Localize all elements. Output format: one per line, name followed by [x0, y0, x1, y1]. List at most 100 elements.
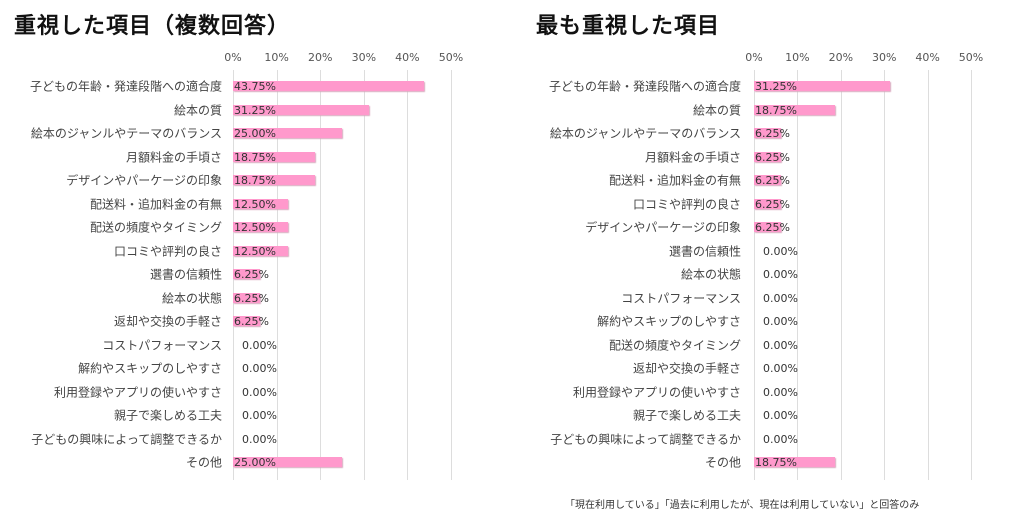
bar: [233, 151, 315, 162]
data-label: 6.25%: [755, 221, 790, 235]
category-label: 親子で楽しめる工夫: [113, 408, 222, 423]
category-label: デザインやパーケージの印象: [66, 173, 222, 188]
category-label: 月額料金の手頃さ: [125, 150, 222, 164]
data-label: 0.00%: [763, 338, 798, 352]
category-label: その他: [704, 455, 741, 470]
data-label: 12.50%: [234, 221, 276, 235]
data-label: 0.00%: [763, 362, 798, 376]
category-label: 絵本の質: [173, 103, 222, 117]
category-label: 絵本の状態: [680, 267, 741, 282]
category-label: 月額料金の手頃さ: [644, 150, 741, 164]
gridline: [754, 70, 755, 480]
data-label: 0.00%: [763, 385, 798, 399]
x-tick-label: 10%: [264, 51, 289, 64]
x-tick-label: 40%: [915, 51, 940, 64]
category-label: 配送の頻度やタイミング: [608, 338, 741, 352]
data-label: 0.00%: [763, 409, 798, 423]
bar: [754, 198, 782, 209]
category-label: 返却や交換の手軽さ: [632, 361, 741, 376]
bar: [754, 81, 890, 91]
data-label: 25.00%: [234, 456, 276, 470]
bar: [233, 245, 288, 256]
category-label: 口コミや評判の良さ: [632, 197, 741, 211]
category-label: 選書の信頼性: [149, 267, 222, 282]
x-tick-label: 0%: [224, 51, 242, 64]
x-tick-label: 20%: [828, 51, 854, 64]
bar: [233, 128, 342, 138]
data-label: 0.00%: [242, 338, 277, 352]
category-label: 利用登録やアプリの使いやすさ: [53, 385, 222, 399]
category-label: 利用登録やアプリの使いやすさ: [572, 385, 741, 399]
gridline: [971, 70, 972, 480]
category-label: デザインやパーケージの印象: [585, 220, 741, 235]
category-label: その他: [185, 455, 222, 470]
gridline: [451, 70, 452, 480]
bar: [754, 175, 782, 185]
gridline: [927, 70, 929, 480]
x-tick-label: 10%: [785, 51, 810, 64]
chart-title-right: 最も重視した項目: [536, 14, 721, 39]
data-label: 0.00%: [763, 432, 798, 446]
x-tick-label: 50%: [958, 51, 984, 64]
data-label: 0.00%: [763, 315, 798, 329]
gridline: [884, 70, 886, 480]
gridline: [407, 70, 409, 480]
data-label: 6.25%: [755, 197, 790, 211]
chart-title-left: 重視した項目（複数回答）: [14, 14, 291, 39]
category-label: 口コミや評判の良さ: [113, 244, 222, 258]
bar: [754, 104, 836, 115]
bar: [233, 292, 261, 303]
data-label: 0.00%: [242, 385, 277, 399]
data-label: 0.00%: [763, 244, 798, 258]
footnote: 「現在利用している」「過去に利用したが、現在は利用していない」と回答のみ: [565, 500, 920, 511]
bar: [233, 457, 342, 467]
bar: [233, 198, 288, 209]
category-label: コストパフォーマンス: [102, 338, 222, 352]
x-tick-label: 20%: [307, 51, 333, 64]
category-label: 絵本の状態: [161, 291, 222, 305]
gridline: [797, 70, 799, 480]
data-label: 0.00%: [242, 362, 277, 376]
data-label: 31.25%: [755, 80, 797, 94]
category-label: 絵本のジャンルやテーマのバランス: [30, 126, 222, 141]
data-label: 6.25%: [755, 150, 790, 164]
data-label: 12.50%: [234, 197, 276, 211]
data-label: 43.75%: [234, 80, 276, 94]
data-label: 18.75%: [755, 103, 797, 117]
bar: [754, 457, 836, 467]
data-label: 6.25%: [755, 174, 790, 188]
data-label: 31.25%: [234, 103, 276, 117]
category-label: 配送の頻度やタイミング: [89, 220, 222, 235]
data-label: 6.25%: [234, 315, 269, 329]
x-tick-label: 40%: [395, 51, 420, 64]
category-label: 親子で楽しめる工夫: [632, 408, 741, 423]
x-tick-label: 50%: [438, 51, 464, 64]
data-label: 0.00%: [763, 291, 798, 305]
category-label: 子どもの興味によって調整できるか: [550, 432, 741, 446]
data-label: 0.00%: [763, 268, 798, 282]
gridline: [276, 70, 278, 480]
x-tick-label: 0%: [745, 51, 763, 64]
category-label: 子どもの興味によって調整できるか: [31, 432, 222, 446]
category-label: 選書の信頼性: [668, 244, 741, 258]
data-label: 18.75%: [234, 174, 276, 188]
bar: [233, 175, 315, 185]
category-label: 絵本のジャンルやテーマのバランス: [549, 126, 741, 141]
x-tick-label: 30%: [351, 51, 377, 64]
category-label: 解約やスキップのしやすさ: [78, 361, 222, 376]
data-label: 12.50%: [234, 244, 276, 258]
data-label: 0.00%: [242, 409, 277, 423]
data-label: 6.25%: [755, 127, 790, 141]
category-label: 絵本の質: [692, 103, 741, 117]
bar: [754, 222, 782, 232]
bar: [233, 222, 288, 232]
data-label: 6.25%: [234, 291, 269, 305]
gridline: [363, 70, 365, 480]
data-label: 18.75%: [755, 456, 797, 470]
category-label: コストパフォーマンス: [621, 291, 741, 305]
bar: [233, 104, 370, 115]
bar: [233, 316, 261, 326]
category-label: 配送料・追加料金の有無: [89, 197, 222, 211]
category-label: 子どもの年齢・発達段階への適合度: [29, 79, 222, 94]
